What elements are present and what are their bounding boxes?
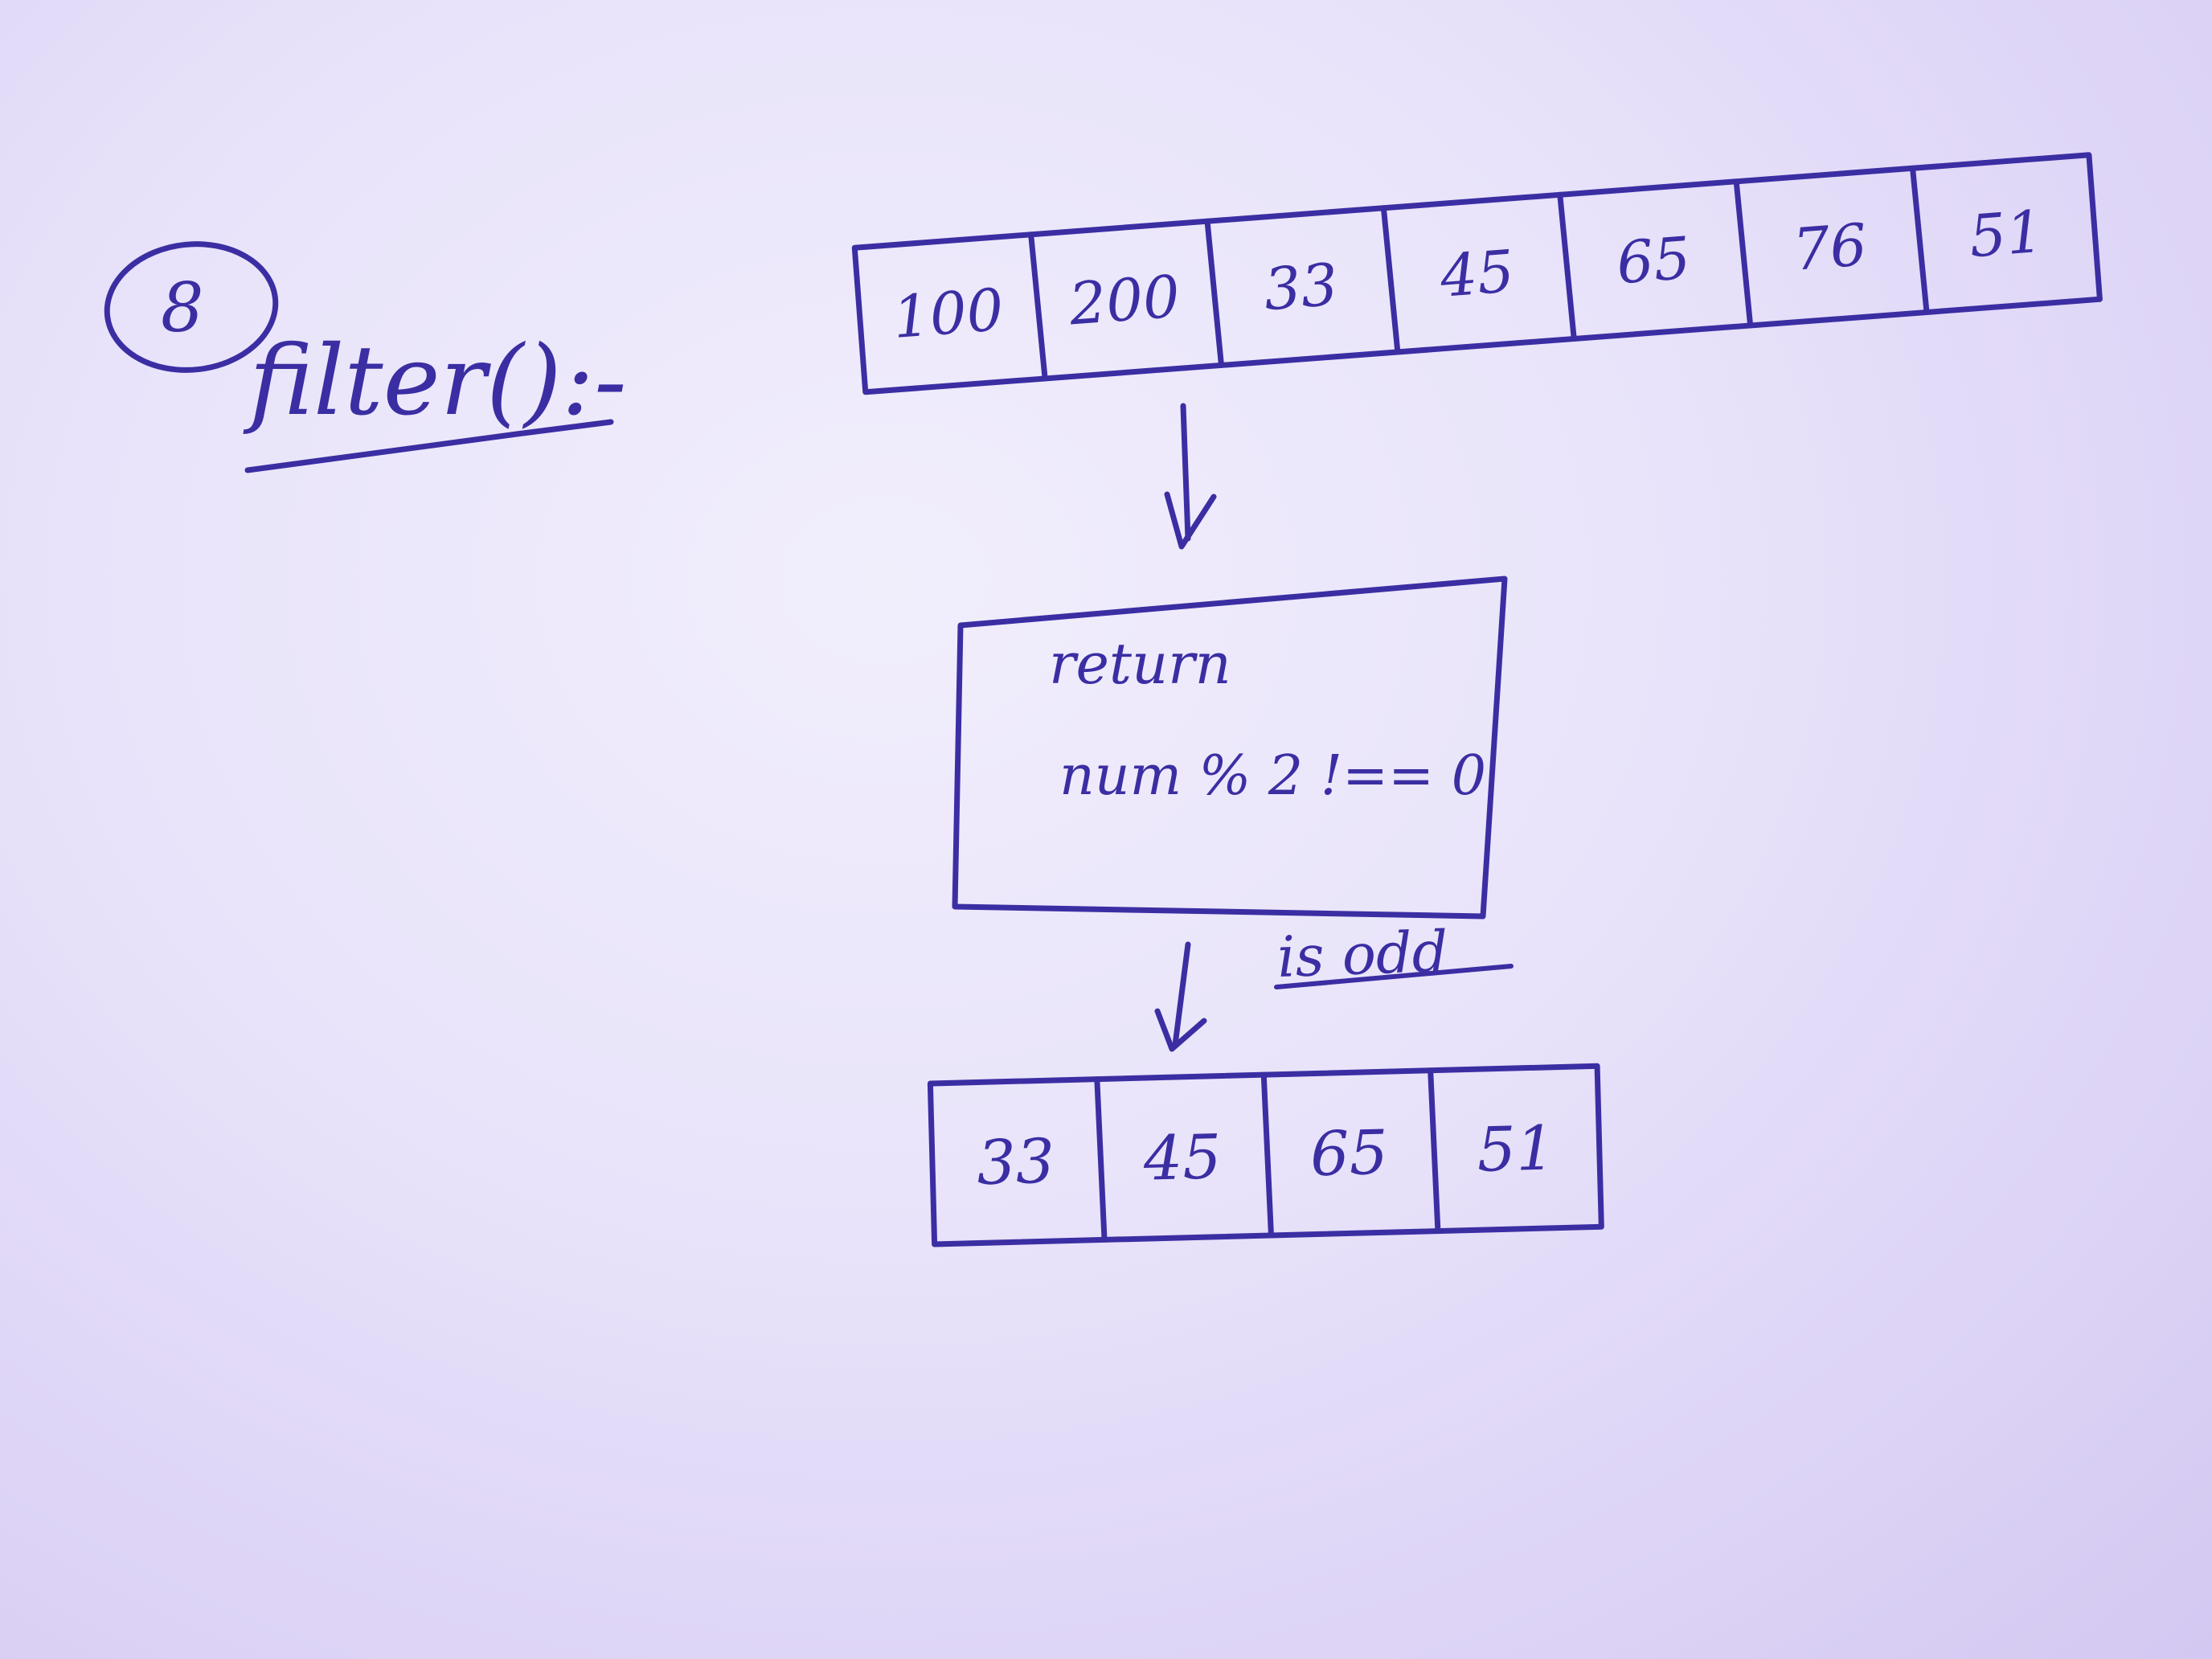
condition-box: return num % 2 !== 0	[952, 576, 1508, 920]
down-arrow-head	[1164, 491, 1217, 550]
circle-mark	[104, 241, 279, 373]
section-number: 8	[104, 241, 279, 373]
heading-text: filter():-	[243, 326, 627, 437]
down-arrow-2	[1154, 941, 1207, 1052]
heading-underline	[244, 419, 614, 473]
input-cell-value: 33	[1262, 251, 1341, 324]
input-cell-value: 76	[1791, 211, 1870, 284]
output-cell-divider	[1428, 1067, 1441, 1235]
output-array: 33 45 65 51	[927, 1063, 1604, 1247]
input-cell-value: 100	[891, 276, 1006, 351]
side-label: is odd	[1274, 919, 1514, 990]
input-cell-value: 45	[1437, 237, 1517, 310]
input-cell-value: 51	[1967, 198, 2046, 271]
output-cell-divider	[1260, 1071, 1274, 1239]
input-cell-divider	[1557, 191, 1577, 342]
down-arrow-head	[1154, 1008, 1207, 1052]
output-cell-value: 33	[976, 1125, 1055, 1199]
side-label-underline	[1274, 964, 1514, 989]
output-cell-value: 65	[1309, 1116, 1389, 1190]
input-cell-value: 65	[1614, 224, 1693, 297]
input-cell-divider	[1910, 165, 1930, 315]
condition-line-2: num % 2 !== 0	[1059, 744, 1486, 808]
down-arrow-icon	[1180, 403, 1191, 542]
section-number-text: 8	[161, 268, 203, 347]
input-cell-divider	[1204, 218, 1224, 368]
input-array-frame	[851, 152, 2103, 395]
output-cell-value: 51	[1476, 1112, 1555, 1186]
output-cell-value: 45	[1142, 1120, 1223, 1194]
input-cell-divider	[1028, 231, 1048, 382]
output-array-cells: 33 45 65 51	[976, 1067, 1556, 1243]
input-array-cells: 100 200 33 45 65 76 51	[891, 165, 2046, 382]
input-cell-divider	[1733, 178, 1754, 329]
input-cell-divider	[1380, 205, 1401, 355]
input-array: 100 200 33 45 65 76 51	[851, 152, 2103, 395]
condition-line-1: return	[1049, 631, 1231, 697]
condition-box-frame	[952, 576, 1508, 920]
heading: filter():-	[243, 326, 627, 473]
down-arrow-icon	[1172, 941, 1191, 1048]
output-cell-divider	[1094, 1076, 1108, 1243]
input-cell-value: 200	[1066, 262, 1182, 338]
down-arrow-1	[1164, 403, 1217, 550]
